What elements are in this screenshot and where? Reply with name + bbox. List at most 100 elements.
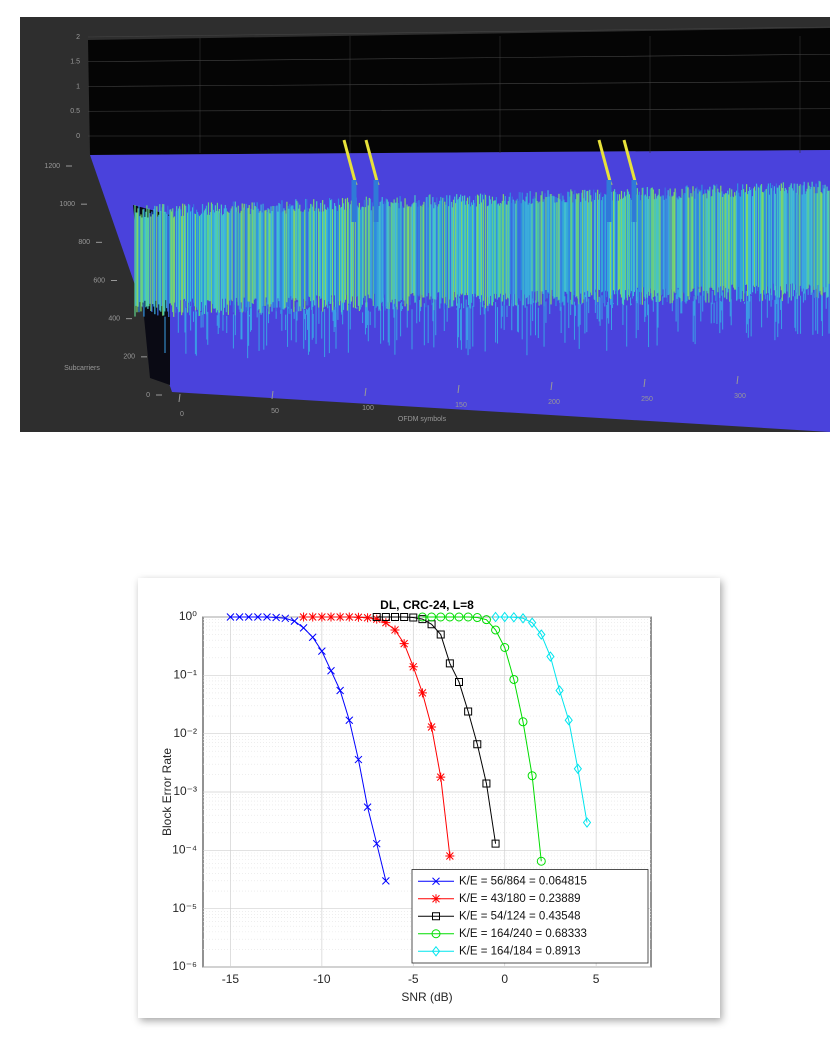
legend-label: K/E = 43/180 = 0.23889 bbox=[459, 893, 581, 905]
z-grid-line bbox=[87, 26, 831, 38]
x-tick-label: 200 bbox=[548, 399, 560, 406]
marker bbox=[455, 677, 463, 686]
z-tick-label: 0.5 bbox=[70, 108, 80, 115]
marker bbox=[263, 613, 271, 621]
marker bbox=[409, 613, 418, 622]
marker bbox=[436, 630, 445, 639]
x-axis-label: OFDM symbols bbox=[398, 416, 447, 423]
marker bbox=[408, 662, 418, 672]
x-tick bbox=[364, 387, 367, 397]
marker bbox=[537, 629, 546, 640]
z-grid-line bbox=[87, 108, 831, 112]
marker bbox=[464, 707, 473, 716]
marker bbox=[353, 612, 363, 622]
marker bbox=[290, 617, 299, 625]
marker bbox=[509, 611, 518, 623]
marker bbox=[427, 612, 437, 622]
marker bbox=[463, 612, 473, 622]
y-tick-label: 10⁻⁶ bbox=[172, 959, 197, 973]
marker bbox=[546, 651, 555, 662]
z-tick-label: 1 bbox=[76, 83, 80, 90]
marker bbox=[509, 674, 519, 684]
y-tick-label: 10⁻¹ bbox=[173, 668, 197, 682]
spike bbox=[597, 139, 613, 186]
z-tick-label: 1.5 bbox=[70, 59, 80, 66]
marker bbox=[382, 876, 390, 885]
marker bbox=[399, 639, 409, 649]
marker bbox=[427, 722, 437, 732]
series-line bbox=[230, 616, 387, 881]
series-line bbox=[422, 616, 542, 862]
marker bbox=[299, 612, 309, 622]
legend-marker bbox=[431, 929, 441, 939]
bler-figure: DL, CRC-24, L=8 SNR (dB) Block Error Rat… bbox=[138, 578, 720, 1018]
marker bbox=[254, 613, 262, 621]
marker bbox=[363, 803, 372, 811]
x-tick-label: 300 bbox=[734, 393, 746, 400]
legend-label: K/E = 164/240 = 0.68333 bbox=[459, 928, 587, 940]
y-tick-label: 1200 bbox=[44, 163, 60, 170]
marker bbox=[335, 612, 345, 622]
y-tick-label: 10⁰ bbox=[179, 609, 197, 623]
y-tick-label: 0 bbox=[146, 392, 150, 399]
marker bbox=[235, 613, 244, 621]
x-tick-label: 5 bbox=[593, 972, 600, 986]
marker bbox=[372, 613, 381, 621]
x-tick-label: 50 bbox=[271, 408, 279, 415]
z-tick-label: 0 bbox=[76, 133, 80, 140]
marker bbox=[390, 625, 400, 635]
marker bbox=[491, 839, 500, 848]
marker bbox=[491, 611, 500, 623]
marker bbox=[226, 613, 235, 621]
marker bbox=[555, 685, 564, 696]
surface-noise bbox=[134, 139, 830, 359]
marker bbox=[281, 614, 290, 623]
marker bbox=[336, 686, 344, 695]
x-tick-label: 0 bbox=[180, 411, 184, 418]
marker bbox=[391, 613, 399, 621]
x-tick-label: -10 bbox=[313, 972, 331, 986]
y-tick-label: 400 bbox=[108, 316, 120, 323]
marker bbox=[354, 755, 363, 764]
legend-label: K/E = 164/184 = 0.8913 bbox=[459, 945, 581, 957]
x-tick bbox=[178, 393, 181, 403]
marker bbox=[326, 612, 336, 622]
z-grid-line bbox=[87, 53, 831, 63]
x-tick-label: -5 bbox=[408, 972, 419, 986]
chart-title: DL, CRC-24, L=8 bbox=[380, 598, 474, 612]
marker bbox=[363, 613, 373, 623]
marker bbox=[272, 613, 280, 622]
y-tick-label: 600 bbox=[93, 277, 105, 284]
marker bbox=[518, 717, 528, 727]
marker bbox=[582, 817, 592, 828]
y-axis-label: Block Error Rate bbox=[160, 748, 174, 836]
legend-label: K/E = 56/864 = 0.064815 bbox=[459, 875, 587, 887]
marker bbox=[317, 612, 327, 622]
x-tick bbox=[271, 390, 274, 400]
marker bbox=[481, 615, 491, 625]
marker bbox=[491, 625, 501, 635]
marker bbox=[445, 612, 455, 622]
marker bbox=[564, 714, 573, 726]
x-tick-label: 250 bbox=[641, 396, 653, 403]
marker bbox=[482, 779, 491, 788]
y-tick-label: 10⁻³ bbox=[173, 784, 197, 798]
marker bbox=[518, 612, 528, 624]
marker bbox=[436, 612, 446, 622]
x-tick bbox=[550, 381, 553, 391]
marker bbox=[372, 614, 382, 624]
legend-marker bbox=[431, 945, 441, 957]
marker bbox=[308, 612, 318, 622]
marker bbox=[418, 615, 427, 624]
marker bbox=[445, 659, 454, 668]
y-tick-label: 10⁻⁴ bbox=[172, 843, 197, 857]
z-tick-label: 2 bbox=[76, 34, 80, 41]
z-grid-line bbox=[87, 81, 831, 87]
y-tick-label: 10⁻⁵ bbox=[172, 901, 197, 915]
marker bbox=[528, 617, 537, 628]
marker bbox=[417, 688, 427, 698]
marker bbox=[400, 613, 409, 621]
y-tick-label: 200 bbox=[123, 354, 135, 361]
series-line bbox=[376, 616, 497, 844]
